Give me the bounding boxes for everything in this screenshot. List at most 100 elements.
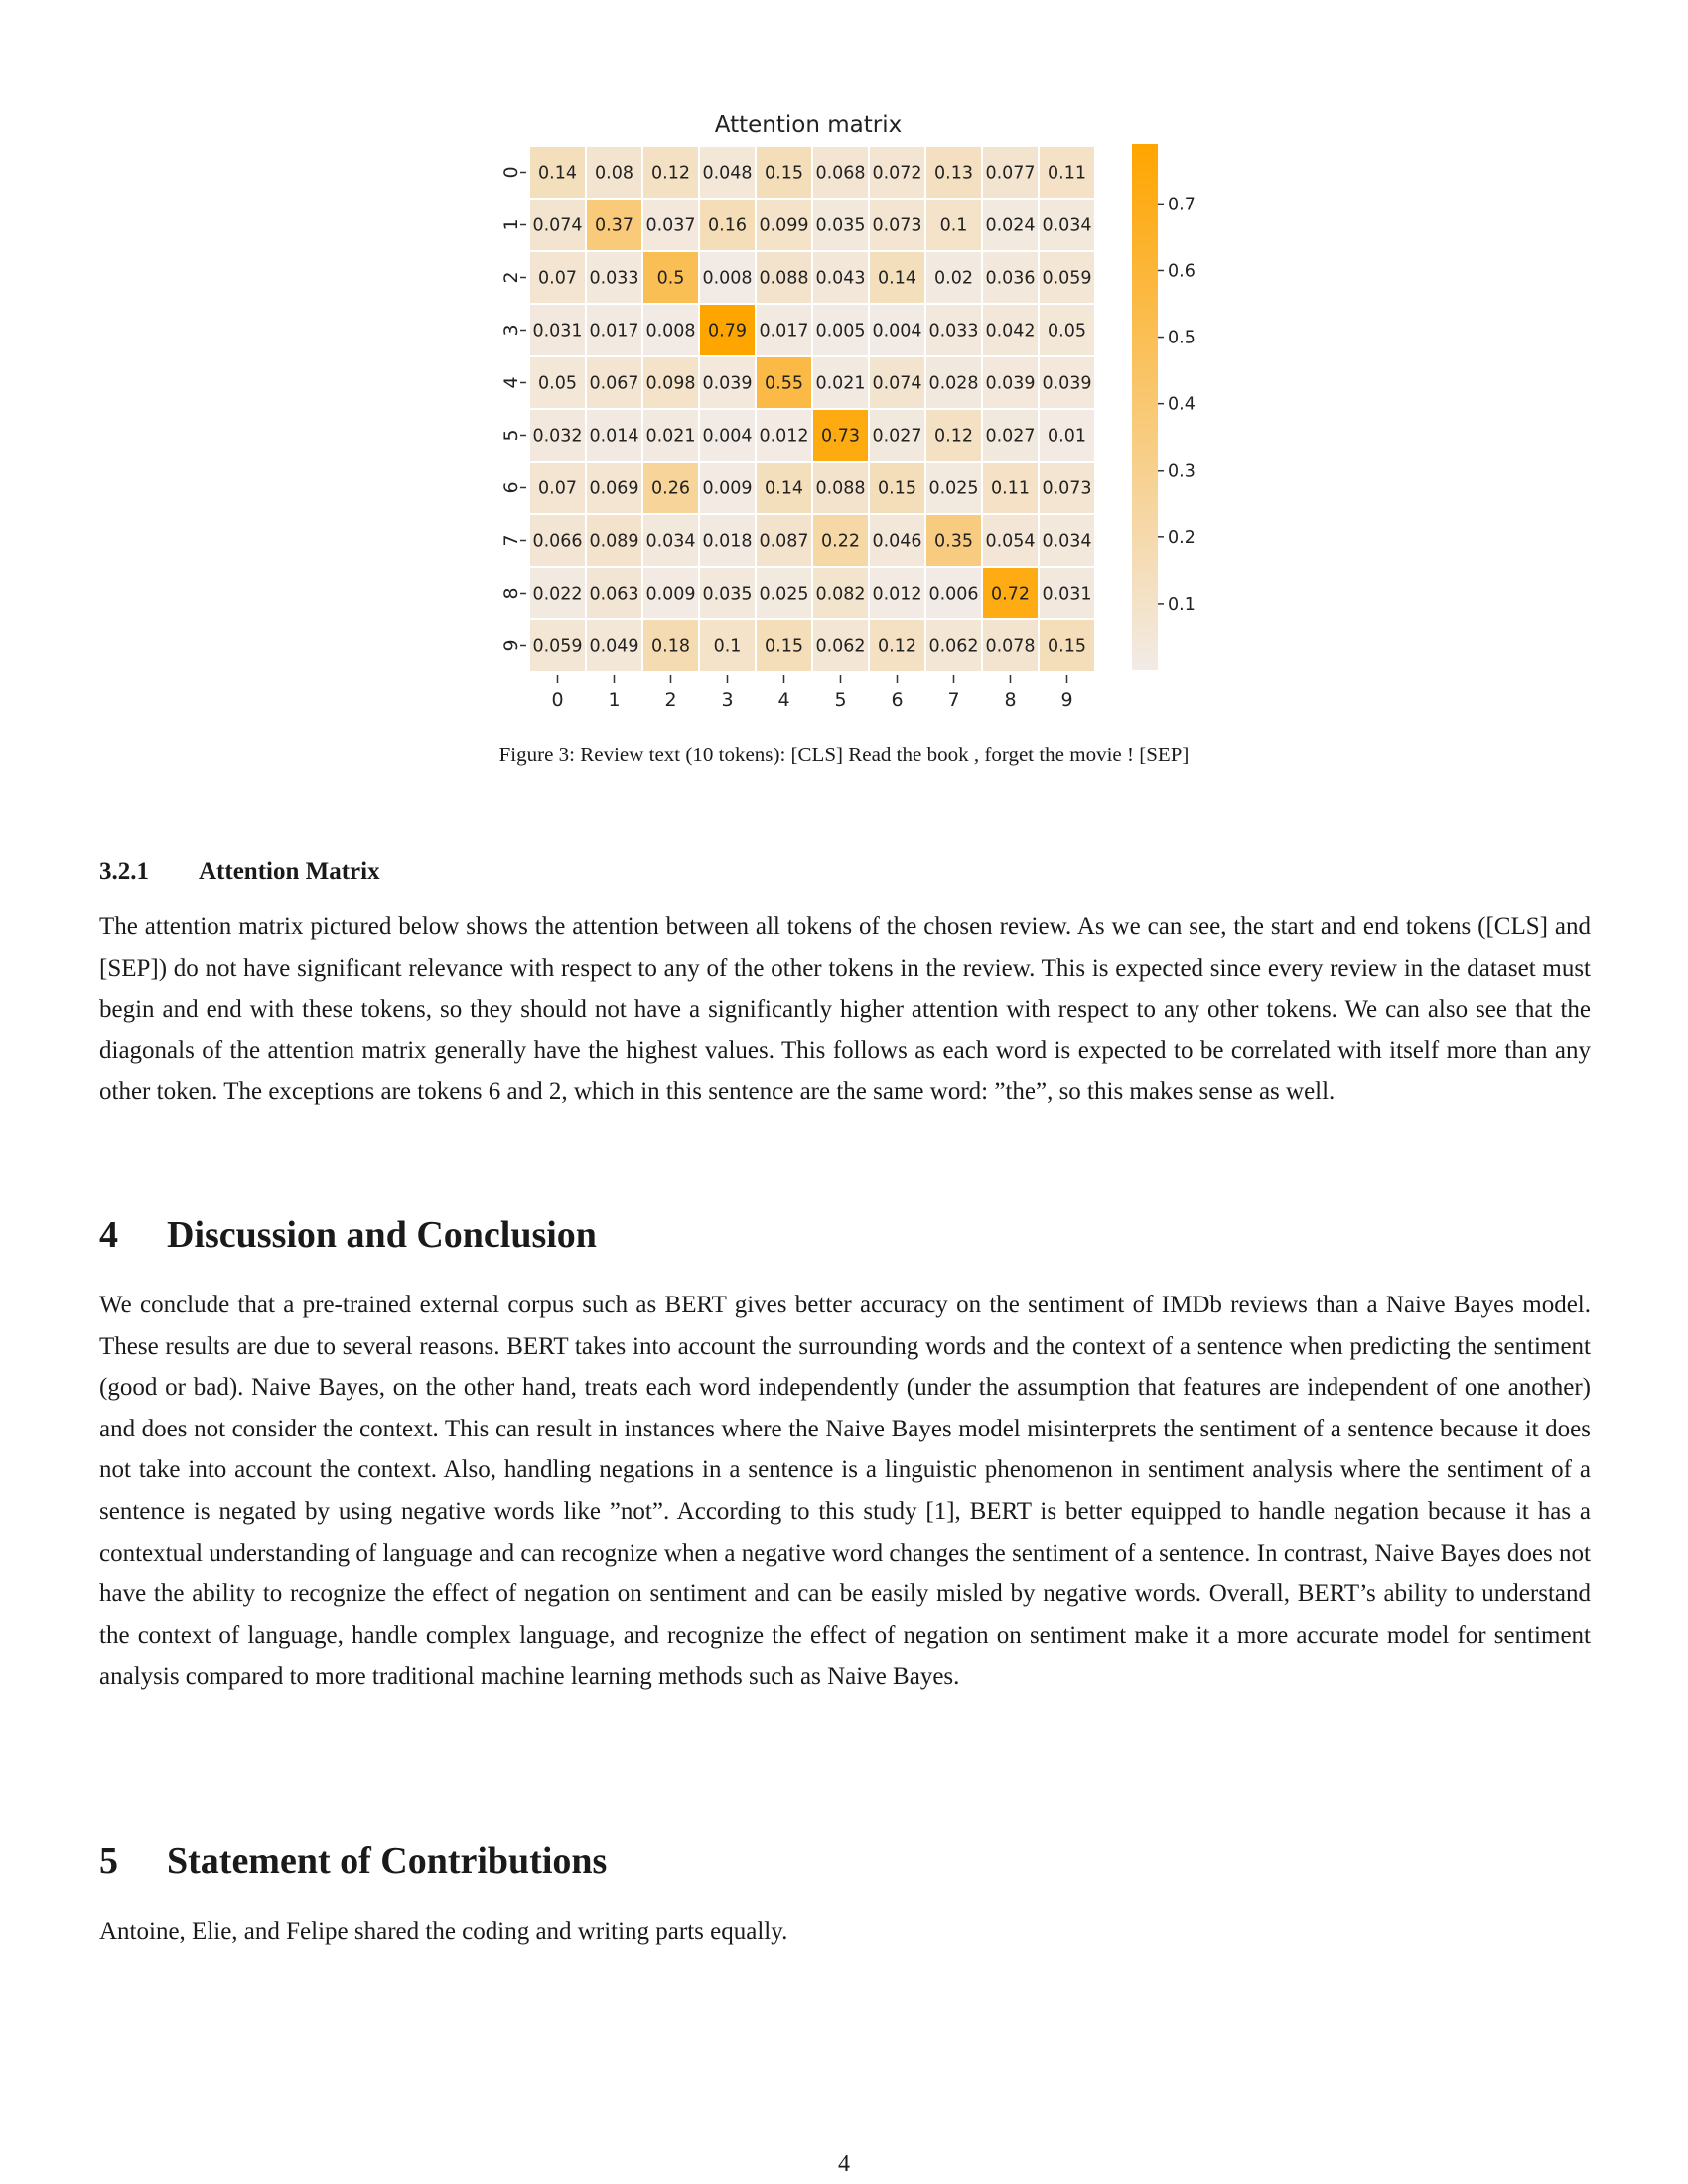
cell-value-label: 0.073 [872, 216, 921, 236]
page-number: 4 [838, 2151, 850, 2177]
heatmap-cell [1040, 620, 1094, 671]
cell-value-label: 0.1 [714, 637, 742, 657]
cell-value-label: 0.12 [878, 637, 916, 657]
cell-value-label: 0.031 [1042, 585, 1091, 605]
x-tick-label: 3 [721, 689, 733, 711]
cell-value-label: 0.017 [589, 322, 638, 341]
cell-value-label: 0.004 [872, 322, 921, 341]
colorbar-tick-label: 0.4 [1168, 395, 1196, 415]
heatmap-cell [870, 200, 924, 250]
cell-value-label: 0.031 [532, 322, 582, 341]
heatmap-cell [813, 200, 868, 250]
cell-value-label: 0.73 [821, 427, 860, 447]
y-tick-label: 8 [500, 587, 522, 599]
heatmap-cell [926, 620, 981, 671]
cell-value-label: 0.027 [872, 427, 921, 447]
cell-value-label: 0.049 [589, 637, 638, 657]
cell-value-label: 0.018 [702, 532, 752, 552]
cell-value-label: 0.05 [538, 374, 577, 394]
heatmap-cell [530, 252, 585, 303]
cell-value-label: 0.082 [815, 585, 865, 605]
cell-value-label: 0.08 [595, 164, 633, 184]
heatmap-cell [587, 410, 641, 461]
cell-value-label: 0.039 [702, 374, 752, 394]
heatmap-cell [983, 620, 1038, 671]
heatmap-cell [643, 200, 698, 250]
heatmap-cell [983, 252, 1038, 303]
heatmap-cell [870, 147, 924, 198]
cell-value-label: 0.14 [878, 269, 916, 289]
colorbar-tick-label: 0.3 [1168, 462, 1196, 481]
heatmap-cell [870, 357, 924, 408]
heatmap-cell [700, 620, 755, 671]
cell-value-label: 0.15 [765, 637, 803, 657]
cell-value-label: 0.063 [589, 585, 638, 605]
cell-value-label: 0.039 [1042, 374, 1091, 394]
x-tick-label: 4 [777, 689, 789, 711]
cell-value-label: 0.043 [815, 269, 865, 289]
heatmap-cell [587, 305, 641, 355]
cell-value-label: 0.017 [759, 322, 808, 341]
heatmap-cell [983, 568, 1038, 618]
heatmap-cell [700, 147, 755, 198]
heatmap-cell [926, 200, 981, 250]
heatmap-cell [643, 568, 698, 618]
cell-value-label: 0.006 [928, 585, 978, 605]
cell-value-label: 0.088 [759, 269, 808, 289]
cell-value-label: 0.009 [702, 479, 752, 499]
cell-value-label: 0.099 [759, 216, 808, 236]
heatmap-cell [926, 147, 981, 198]
subsection-heading: 3.2.1 Attention Matrix [99, 858, 380, 886]
cell-value-label: 0.02 [934, 269, 973, 289]
y-tick-label: 5 [500, 429, 522, 441]
cell-value-label: 0.074 [532, 216, 582, 236]
heatmap-cell [1040, 200, 1094, 250]
cell-value-label: 0.088 [815, 479, 865, 499]
heatmap-cell [1040, 147, 1094, 198]
x-tick-label: 8 [1004, 689, 1016, 711]
heatmap-cell [926, 463, 981, 513]
heatmap-cell [926, 357, 981, 408]
heatmap-cell [1040, 410, 1094, 461]
heatmap-cell [757, 357, 811, 408]
heatmap-cell [813, 305, 868, 355]
heatmap-cell [870, 305, 924, 355]
y-tick-label: 9 [500, 639, 522, 651]
heatmap-cell [587, 515, 641, 566]
subsection-number: 3.2.1 [99, 858, 149, 885]
cell-value-label: 0.054 [985, 532, 1035, 552]
cell-value-label: 0.025 [759, 585, 808, 605]
y-tick-label: 0 [500, 166, 522, 178]
cell-value-label: 0.037 [645, 216, 695, 236]
section-4-title: Discussion and Conclusion [167, 1214, 597, 1256]
heatmap-cell [983, 357, 1038, 408]
cell-value-label: 0.008 [645, 322, 695, 341]
heatmap-cell [530, 147, 585, 198]
heatmap-cell [813, 568, 868, 618]
cell-value-label: 0.062 [928, 637, 978, 657]
heatmap-cell [870, 463, 924, 513]
cell-value-label: 0.008 [702, 269, 752, 289]
heatmap-cell [700, 568, 755, 618]
cell-value-label: 0.033 [589, 269, 638, 289]
cell-value-label: 0.11 [1048, 164, 1086, 184]
attention-matrix-figure: Attention matrix 0.14 0.08 0.12 0.048 0.15 0.… [467, 99, 1221, 725]
chart-title: Attention matrix [715, 112, 902, 138]
cell-value-label: 0.35 [934, 532, 973, 552]
heatmap-cell [530, 463, 585, 513]
heatmap-cell [757, 252, 811, 303]
heatmap-cell [643, 410, 698, 461]
cell-value-label: 0.37 [595, 216, 633, 236]
colorbar [1132, 144, 1158, 670]
heatmap-cell [757, 515, 811, 566]
cell-value-label: 0.15 [878, 479, 916, 499]
heatmap-cell [700, 463, 755, 513]
heatmap-cell [530, 620, 585, 671]
heatmap-cell [757, 305, 811, 355]
heatmap-cell [530, 200, 585, 250]
x-tick-label: 0 [551, 689, 563, 711]
cell-value-label: 0.025 [928, 479, 978, 499]
cell-value-label: 0.072 [872, 164, 921, 184]
cell-value-label: 0.034 [1042, 532, 1091, 552]
heatmap-cell [757, 147, 811, 198]
